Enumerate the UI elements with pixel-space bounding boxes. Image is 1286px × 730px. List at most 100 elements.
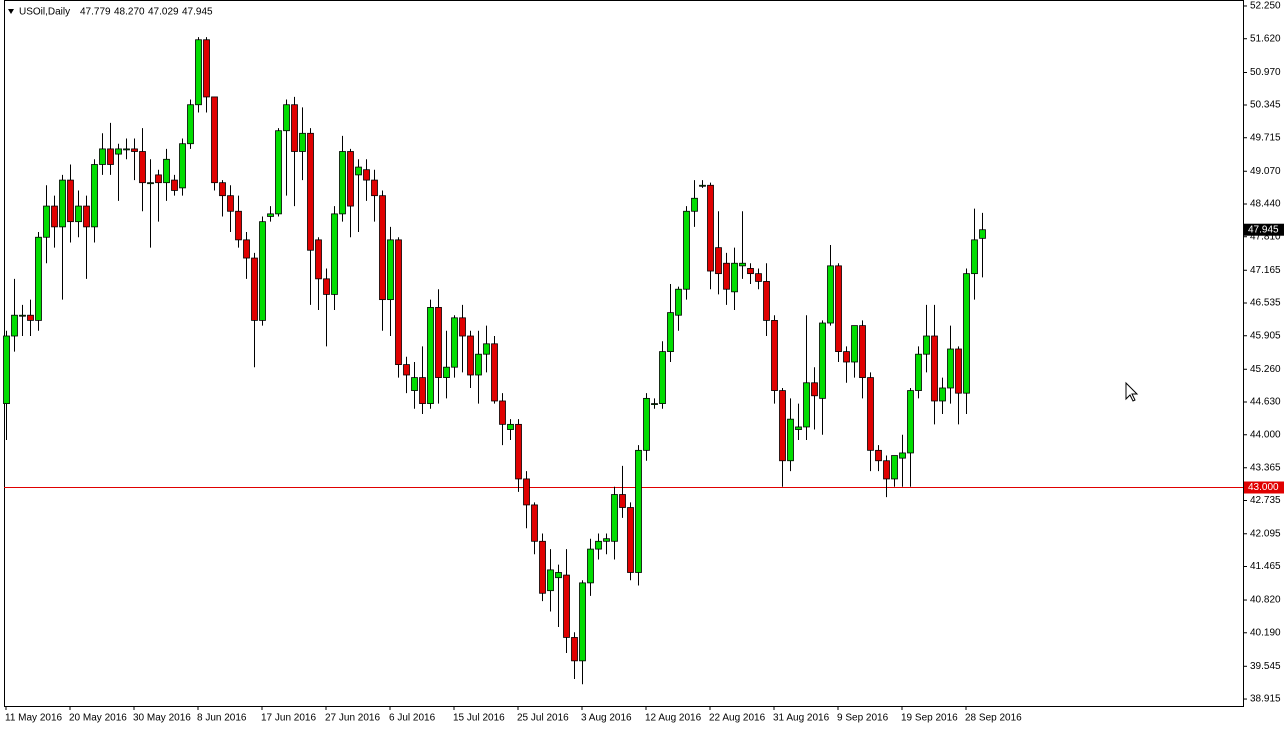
candle-body [291, 104, 298, 152]
candle-body [427, 307, 434, 404]
candle-body [467, 335, 474, 376]
candle-body [523, 478, 530, 506]
candle-body [35, 236, 42, 321]
candle-body [635, 449, 642, 573]
candle-body [979, 229, 986, 239]
header-value: 47.779 [80, 7, 111, 18]
x-tick-label: 19 Sep 2016 [901, 713, 958, 724]
candle-body [907, 390, 914, 454]
candle-body [571, 637, 578, 662]
candle-body [547, 569, 554, 592]
candle-body [91, 164, 98, 228]
candle-body [371, 179, 378, 197]
candle-body [755, 273, 762, 282]
y-tick-label: 45.905 [1250, 330, 1281, 341]
candle-body [587, 548, 594, 584]
y-tick-label: 40.190 [1250, 627, 1281, 638]
candle-body [251, 257, 258, 321]
candle-body [411, 377, 418, 391]
candle-body [955, 348, 962, 394]
candle-body [99, 148, 106, 165]
candle-body [443, 366, 450, 378]
candle-body [235, 210, 242, 241]
candle-body [67, 179, 74, 223]
last-price-label: 47.945 [1248, 224, 1279, 235]
candle-body [43, 205, 50, 238]
candle-body [539, 540, 546, 594]
y-tick-label: 47.165 [1250, 265, 1281, 276]
candle-body [499, 400, 506, 425]
candle-body [603, 538, 610, 542]
candle-body [83, 205, 90, 228]
header-value: 48.270 [114, 7, 145, 18]
candle-body [579, 582, 586, 662]
candle-body [515, 423, 522, 480]
candle-body [875, 449, 882, 462]
candle-body [723, 262, 730, 290]
y-tick-label: 49.715 [1250, 132, 1281, 143]
candle-body [899, 452, 906, 459]
candle-body [27, 314, 34, 321]
candle-body [707, 184, 714, 272]
candle-body [739, 262, 746, 267]
menu-arrow[interactable] [8, 9, 14, 14]
marks: 47.779 48.270 47.029 47.94552.25051.62050.9… [3, 1, 1284, 724]
candle-body [307, 132, 314, 251]
candle-body [179, 143, 186, 189]
symbol-title: USOil,Daily [19, 7, 70, 18]
candle-body [619, 494, 626, 508]
candle-body [51, 205, 58, 228]
candle-body [971, 239, 978, 275]
candle-body [331, 213, 338, 295]
candle-body [419, 377, 426, 404]
candle-body [195, 39, 202, 106]
candle-body [147, 182, 154, 185]
candle-body [811, 382, 818, 397]
candle-body [507, 423, 514, 430]
candle-body [787, 418, 794, 462]
header-value: 47.029 [148, 7, 179, 18]
y-tick-label: 52.250 [1250, 1, 1281, 12]
candle-body [667, 312, 674, 352]
candle-body [339, 151, 346, 215]
candle-body [851, 325, 858, 363]
candle-body [211, 96, 218, 184]
candle-body [475, 353, 482, 376]
y-tick-label: 47.810 [1250, 231, 1281, 242]
candle-body [715, 247, 722, 275]
x-tick-label: 27 Jun 2016 [325, 713, 380, 724]
candle-body [435, 307, 442, 378]
last-price-label-box [1244, 223, 1284, 236]
candle-body [459, 317, 466, 337]
candle-body [115, 148, 122, 155]
y-tick-label: 44.000 [1250, 429, 1281, 440]
h-line-label: 43.000 [1248, 482, 1279, 493]
candle-body [531, 504, 538, 542]
candle-body [915, 353, 922, 391]
x-tick-label: 17 Jun 2016 [261, 713, 316, 724]
candle-body [819, 322, 826, 399]
candle-body [827, 265, 834, 324]
candle-body [131, 148, 138, 152]
candle-body [651, 403, 658, 405]
candle-body [139, 151, 146, 184]
candle-body [595, 540, 602, 550]
x-tick-label: 3 Aug 2016 [581, 713, 632, 724]
candle-body [299, 132, 306, 152]
candle-body [187, 104, 194, 145]
y-tick-label: 41.465 [1250, 561, 1281, 572]
candle-body [555, 572, 562, 579]
x-tick-label: 20 May 2016 [69, 713, 127, 724]
candle-body [171, 179, 178, 191]
candle-body [843, 351, 850, 363]
y-tick-label: 48.440 [1250, 199, 1281, 210]
candle-body [243, 239, 250, 259]
candle-body [259, 221, 266, 321]
candle-body [315, 239, 322, 280]
header-value: 47.945 [182, 7, 213, 18]
candle-body [403, 364, 410, 376]
candle-body [747, 268, 754, 275]
candle-body [59, 179, 66, 228]
